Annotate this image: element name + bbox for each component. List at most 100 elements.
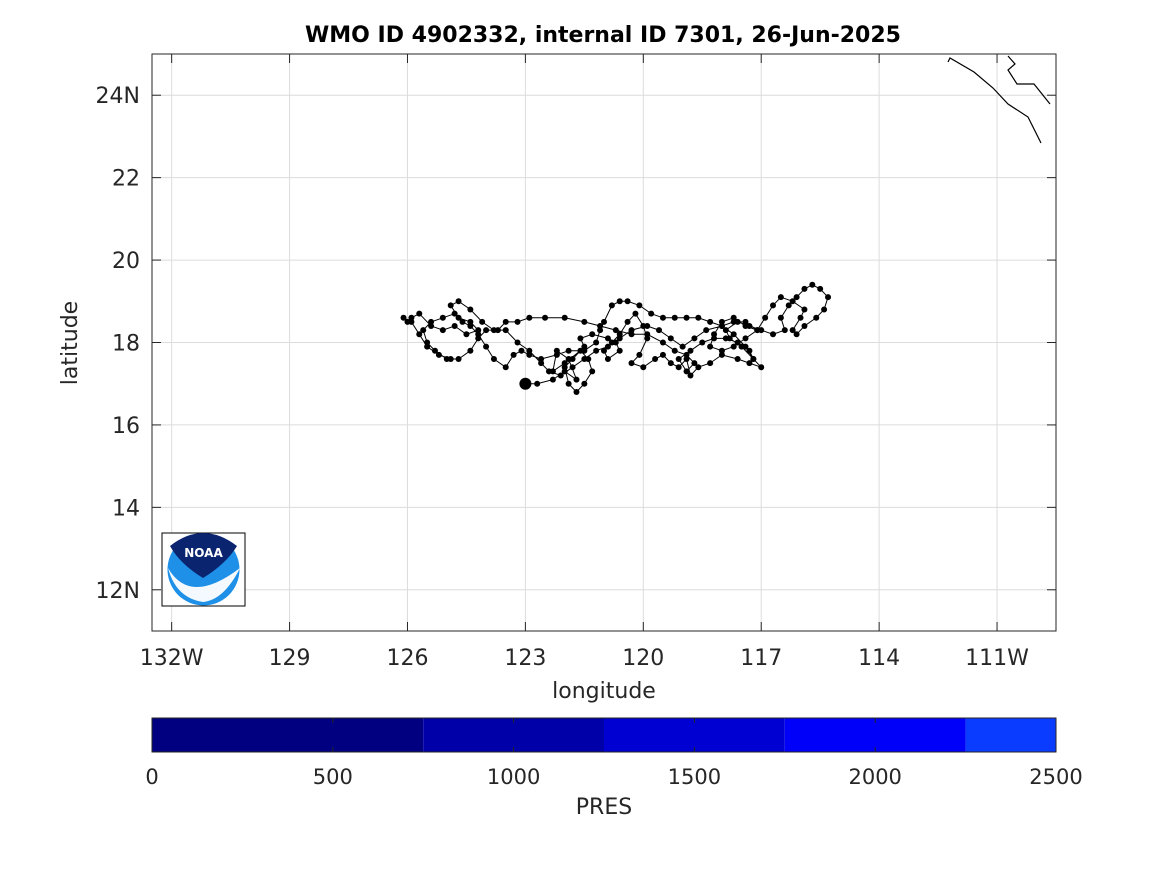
profile-point bbox=[475, 335, 482, 342]
colorbar-tick-label: 2000 bbox=[848, 765, 901, 789]
profile-point bbox=[632, 310, 639, 317]
profile-point bbox=[644, 335, 651, 342]
colorbar-tick-label: 0 bbox=[145, 765, 158, 789]
profile-point bbox=[581, 318, 588, 325]
profile-point bbox=[561, 360, 568, 367]
colorbar-segment bbox=[423, 718, 604, 752]
profile-point bbox=[455, 298, 462, 305]
y-axis-label: latitude bbox=[58, 301, 83, 385]
profile-point bbox=[652, 355, 659, 362]
profile-point bbox=[718, 323, 725, 330]
profile-point bbox=[722, 335, 729, 342]
profile-point bbox=[718, 347, 725, 354]
profile-point bbox=[510, 351, 517, 358]
profile-point bbox=[695, 364, 702, 371]
profile-point bbox=[589, 368, 596, 375]
profile-point bbox=[561, 314, 568, 321]
profile-point bbox=[817, 285, 824, 292]
profile-point bbox=[734, 355, 741, 362]
profile-point bbox=[420, 327, 427, 334]
profile-point bbox=[707, 318, 714, 325]
profile-point bbox=[801, 285, 808, 292]
profile-point bbox=[754, 327, 761, 334]
profile-point bbox=[703, 327, 710, 334]
profile-point bbox=[742, 318, 749, 325]
profile-point bbox=[671, 314, 678, 321]
profile-point bbox=[545, 368, 552, 375]
y-tick-label: 20 bbox=[112, 249, 140, 274]
profile-point bbox=[616, 331, 623, 338]
noaa-logo-text: NOAA bbox=[184, 546, 223, 560]
profile-point bbox=[797, 314, 804, 321]
profile-point bbox=[707, 343, 714, 350]
profile-point bbox=[565, 347, 572, 354]
profile-point bbox=[502, 364, 509, 371]
profile-point bbox=[608, 302, 615, 309]
profile-point bbox=[439, 327, 446, 334]
profile-point bbox=[656, 327, 663, 334]
profile-point bbox=[742, 335, 749, 342]
profile-point bbox=[616, 335, 623, 342]
profile-point bbox=[801, 306, 808, 313]
y-tick-label: 24N bbox=[96, 84, 140, 109]
profile-point bbox=[604, 355, 611, 362]
profile-point bbox=[416, 310, 423, 317]
profile-point bbox=[683, 368, 690, 375]
profile-point bbox=[455, 355, 462, 362]
y-tick-label: 22 bbox=[112, 167, 140, 192]
coastline bbox=[947, 55, 1051, 144]
profile-point bbox=[789, 298, 796, 305]
profile-point bbox=[479, 318, 486, 325]
profile-point bbox=[683, 314, 690, 321]
profile-point bbox=[616, 347, 623, 354]
colorbar-tick-label: 500 bbox=[313, 765, 353, 789]
profile-point bbox=[557, 372, 564, 379]
profile-point bbox=[691, 360, 698, 367]
x-tick-label: 114 bbox=[858, 646, 900, 671]
profile-point bbox=[821, 306, 828, 313]
profile-point bbox=[424, 343, 431, 350]
profile-point bbox=[439, 314, 446, 321]
x-tick-label: 129 bbox=[269, 646, 311, 671]
profile-point bbox=[538, 360, 545, 367]
profile-point bbox=[475, 331, 482, 338]
profile-point bbox=[424, 339, 431, 346]
x-tick-label: 117 bbox=[740, 646, 782, 671]
profile-point bbox=[648, 310, 655, 317]
profile-point bbox=[565, 380, 572, 387]
profile-point bbox=[601, 347, 607, 354]
y-tick-label: 12N bbox=[96, 579, 140, 604]
profile-point bbox=[758, 364, 765, 371]
profile-point bbox=[730, 331, 737, 338]
profile-point bbox=[813, 314, 820, 321]
float-track bbox=[400, 281, 832, 395]
profile-point bbox=[431, 347, 438, 354]
profile-point bbox=[777, 314, 784, 321]
profile-point bbox=[608, 339, 615, 346]
profile-point bbox=[722, 327, 729, 334]
profile-point bbox=[718, 351, 725, 358]
profile-point bbox=[628, 327, 635, 334]
profile-point bbox=[746, 347, 753, 354]
profile-point bbox=[451, 323, 458, 330]
profile-point bbox=[597, 327, 604, 334]
colorbar-segment bbox=[604, 718, 785, 752]
profile-point bbox=[604, 335, 611, 342]
profile-point bbox=[636, 351, 643, 358]
profile-point bbox=[789, 327, 796, 334]
profile-point bbox=[490, 355, 497, 362]
x-axis-ticks: 132W 129 126 123 120 117 114 111W bbox=[140, 54, 1029, 671]
profile-point bbox=[793, 331, 800, 338]
profile-point bbox=[553, 351, 560, 358]
profile-point bbox=[573, 388, 580, 395]
profile-point bbox=[593, 347, 600, 354]
profile-point bbox=[416, 331, 423, 338]
profile-point bbox=[483, 343, 490, 350]
colorbar-ticks: 0 500 1000 1500 2000 2500 bbox=[145, 718, 1083, 789]
colorbar-tick-label: 2500 bbox=[1029, 765, 1082, 789]
profile-point bbox=[825, 294, 832, 301]
y-tick-label: 18 bbox=[112, 332, 140, 357]
profile-point bbox=[691, 335, 698, 342]
profile-point bbox=[451, 310, 458, 317]
